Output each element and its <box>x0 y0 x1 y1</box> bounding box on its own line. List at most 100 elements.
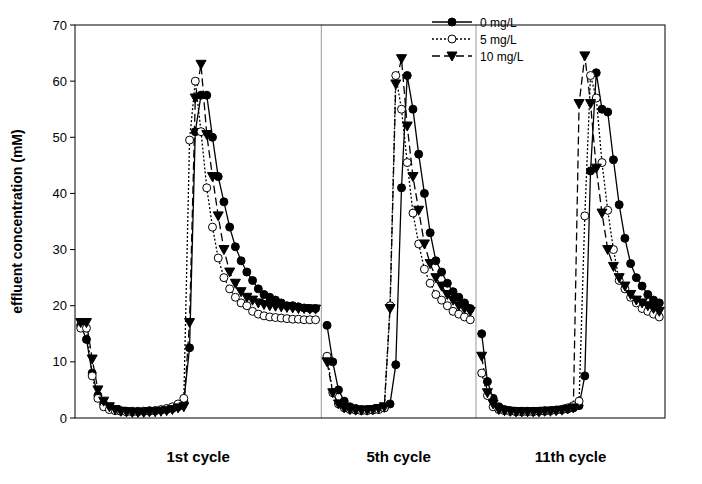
y-axis-label: effluent concentration (mM) <box>9 129 25 313</box>
legend-label: 0 mg/L <box>480 16 517 30</box>
marker <box>88 372 96 380</box>
marker <box>591 164 601 173</box>
cycle-label: 11th cycle <box>535 448 607 465</box>
cycle-separator <box>321 25 322 418</box>
marker <box>196 60 206 69</box>
marker <box>414 206 424 215</box>
marker <box>231 243 239 251</box>
y-tick <box>70 361 75 362</box>
y-tick <box>70 81 75 82</box>
marker <box>190 94 200 103</box>
marker <box>385 305 395 314</box>
marker <box>180 394 188 402</box>
marker <box>203 91 211 99</box>
y-tick <box>70 418 75 419</box>
marker <box>311 305 321 314</box>
marker <box>214 254 222 262</box>
marker <box>202 130 212 139</box>
marker <box>81 319 91 328</box>
marker <box>249 276 257 284</box>
marker <box>186 344 194 352</box>
marker <box>574 100 584 109</box>
y-tick <box>70 137 75 138</box>
marker <box>398 105 406 113</box>
legend: 0 mg/L5 mg/L10 mg/L <box>432 16 524 64</box>
marker <box>627 260 635 268</box>
series-line <box>81 56 660 413</box>
marker <box>483 378 491 386</box>
marker <box>186 136 194 144</box>
marker <box>478 330 486 338</box>
marker <box>597 209 607 218</box>
marker <box>87 355 97 364</box>
marker <box>620 282 630 291</box>
marker <box>431 274 441 283</box>
marker <box>392 72 400 80</box>
marker <box>322 358 332 367</box>
y-tick <box>70 25 75 26</box>
marker <box>568 404 578 413</box>
marker <box>477 352 487 361</box>
cycle-label: 1st cycle <box>166 448 229 465</box>
marker <box>207 173 217 182</box>
y-tick-label: 50 <box>53 130 67 145</box>
marker <box>615 201 623 209</box>
chart: 010203040506070effluent concentration (m… <box>0 0 702 484</box>
y-tick <box>70 193 75 194</box>
y-tick-label: 10 <box>53 354 67 369</box>
marker <box>419 240 429 249</box>
series-line <box>81 73 660 412</box>
marker <box>93 386 103 395</box>
marker <box>191 77 199 85</box>
y-tick-label: 60 <box>53 74 67 89</box>
marker <box>185 319 195 328</box>
marker <box>426 229 434 237</box>
marker <box>654 307 664 316</box>
series-line <box>81 76 660 412</box>
marker <box>465 307 475 316</box>
marker <box>226 223 234 231</box>
marker <box>402 122 412 131</box>
marker <box>220 198 228 206</box>
marker <box>409 105 417 113</box>
marker <box>604 108 612 116</box>
legend-marker <box>448 35 456 43</box>
legend-marker <box>448 18 456 26</box>
marker <box>621 234 629 242</box>
marker <box>208 223 216 231</box>
marker <box>609 156 617 164</box>
marker <box>437 282 447 291</box>
marker <box>323 321 331 329</box>
plot-frame <box>75 25 665 418</box>
marker <box>230 279 240 288</box>
marker <box>614 274 624 283</box>
marker <box>237 257 245 265</box>
marker <box>328 389 338 398</box>
marker <box>403 159 411 167</box>
marker <box>580 52 590 61</box>
legend-label: 10 mg/L <box>480 50 524 64</box>
cycle-label: 5th cycle <box>367 448 431 465</box>
cycle-separator <box>475 25 476 418</box>
marker <box>403 72 411 80</box>
marker <box>179 403 189 412</box>
marker <box>220 274 228 282</box>
marker <box>392 361 400 369</box>
marker <box>225 268 235 277</box>
y-tick-label: 20 <box>53 298 67 313</box>
marker <box>587 72 595 80</box>
marker <box>391 80 401 89</box>
marker <box>603 246 613 255</box>
marker <box>638 282 646 290</box>
marker <box>408 173 418 182</box>
y-tick-label: 70 <box>53 18 67 33</box>
marker <box>478 369 486 377</box>
marker <box>482 389 492 398</box>
marker <box>425 260 435 269</box>
marker <box>213 212 223 221</box>
y-tick-label: 0 <box>60 411 67 426</box>
marker <box>379 403 389 412</box>
marker <box>243 268 251 276</box>
plot-area <box>76 52 665 418</box>
marker <box>415 150 423 158</box>
